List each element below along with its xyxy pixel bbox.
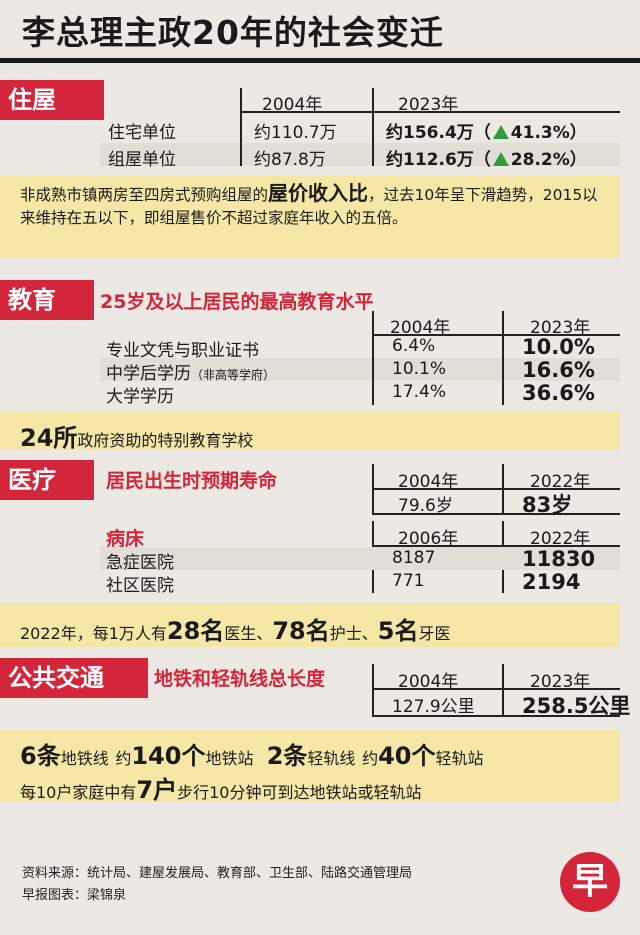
housing-col-2023: 2023年 <box>398 95 459 115</box>
life-bottom-rule <box>372 513 620 515</box>
row-stripe <box>100 358 620 381</box>
section-tag-housing: 住屋 <box>0 80 104 120</box>
life-col-2022: 2022年 <box>530 472 591 492</box>
transport-subtitle: 地铁和轻轨线总长度 <box>154 668 326 690</box>
beds-subtitle: 病床 <box>106 528 145 550</box>
transport-header-rule <box>372 688 620 690</box>
life-header-rule <box>372 488 620 490</box>
beds-col-2006: 2006年 <box>398 529 459 549</box>
education-row-label: 大学学历 <box>106 387 174 407</box>
transport-bottom-rule <box>372 715 620 717</box>
special-schools: 24所政府资助的特别教育学校 <box>20 424 254 452</box>
education-col-2023: 2023年 <box>530 318 591 338</box>
housing-row-2023: 约156.4万（ 41.3%） <box>386 123 587 143</box>
up-arrow-icon <box>492 152 509 166</box>
education-row-2023: 10.0% <box>522 335 595 359</box>
transport-divider-1 <box>372 664 374 716</box>
housing-header-rule <box>240 111 620 113</box>
beds-row-label: 急症医院 <box>106 553 174 573</box>
zaobao-logo: 早 <box>560 852 620 912</box>
housing-divider-2 <box>372 88 374 166</box>
row-stripe <box>100 547 620 570</box>
education-row-2023: 16.6% <box>522 358 595 382</box>
life-2004-value: 79.6岁 <box>398 496 453 516</box>
life-col-2004: 2004年 <box>398 472 459 492</box>
beds-row-label: 社区医院 <box>106 576 174 596</box>
rail-network-counts: 6条地铁线 约140个地铁站 2条轻轨线 约40个轻轨站 <box>20 742 484 770</box>
section-tag-transport: 公共交通 <box>0 658 148 698</box>
data-source: 资料来源：统计局、建屋发展局、教育部、卫生部、陆路交通管理局 <box>22 866 413 881</box>
beds-row-2006: 771 <box>392 571 425 591</box>
row-stripe <box>100 143 620 166</box>
beds-row-2006: 8187 <box>392 548 436 568</box>
medical-staff-ratio: 2022年，每1万人有28名医生、78名护士、5名牙医 <box>20 617 451 645</box>
education-row-2004: 6.4% <box>392 336 436 356</box>
education-subtitle: 25岁及以上居民的最高教育水平 <box>100 291 374 313</box>
up-arrow-icon <box>492 125 509 139</box>
housing-row-label: 组屋单位 <box>108 150 176 170</box>
section-tag-education: 教育 <box>0 280 94 320</box>
chart-credit: 早报图表：梁锦泉 <box>22 888 127 903</box>
education-row-label: 专业文凭与职业证书 <box>106 341 259 361</box>
track-length-2023: 258.5公里 <box>522 694 631 718</box>
housing-note: 非成熟市镇两房至四房式预购组屋的屋价收入比，过去10年呈下滑趋势，2015以来维… <box>0 176 620 258</box>
section-tag-health: 医疗 <box>0 460 94 500</box>
education-header-rule <box>372 334 620 336</box>
life-expectancy-subtitle: 居民出生时预期寿命 <box>106 470 278 492</box>
education-schools-band: 24所政府资助的特别教育学校 <box>0 412 620 452</box>
housing-row-2023: 约112.6万（ 28.2%） <box>386 150 587 170</box>
walking-access: 每10户家庭中有7户步行10分钟可到达地铁站或轻轨站 <box>20 776 422 804</box>
housing-col-2004: 2004年 <box>262 95 323 115</box>
beds-col-2022: 2022年 <box>530 529 591 549</box>
education-divider-2 <box>502 311 504 405</box>
education-row-2004: 17.4% <box>392 382 447 402</box>
education-row-2004: 10.1% <box>392 359 447 379</box>
beds-row-2022: 2194 <box>522 570 581 594</box>
housing-row-2004: 约110.7万 <box>254 123 337 143</box>
title-divider <box>0 58 640 63</box>
housing-divider-1 <box>240 88 242 166</box>
housing-row-label: 住宅单位 <box>108 123 176 143</box>
page-title: 李总理主政20年的社会变迁 <box>22 13 444 52</box>
track-length-2004: 127.9公里 <box>392 697 475 717</box>
education-row-label: 中学后学历（非高等学府） <box>106 364 276 384</box>
transport-col-2004: 2004年 <box>398 672 459 692</box>
life-2022-value: 83岁 <box>522 493 573 517</box>
transport-stats-band: 6条地铁线 约140个地铁站 2条轻轨线 约40个轻轨站 每10户家庭中有7户步… <box>0 730 620 804</box>
beds-header-rule <box>372 545 620 547</box>
housing-row-2004: 约87.8万 <box>254 150 326 170</box>
health-staff-band: 2022年，每1万人有28名医生、78名护士、5名牙医 <box>0 603 620 647</box>
education-divider-1 <box>372 311 374 405</box>
education-row-2023: 36.6% <box>522 381 595 405</box>
education-col-2004: 2004年 <box>390 318 451 338</box>
beds-row-2022: 11830 <box>522 547 596 571</box>
transport-divider-2 <box>502 664 504 716</box>
transport-col-2023: 2023年 <box>530 672 591 692</box>
